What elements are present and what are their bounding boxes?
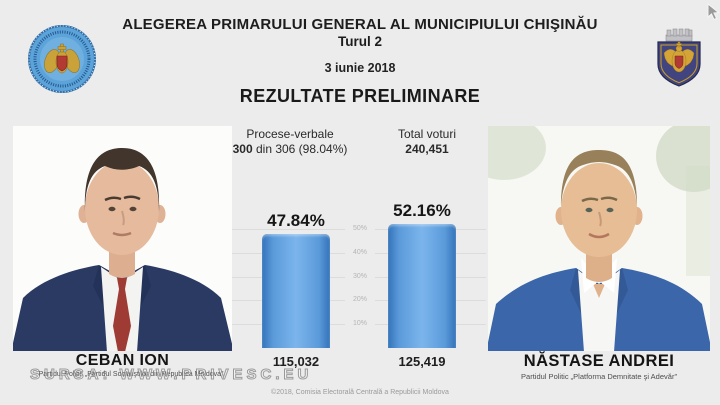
watermark: SURSA: WWW.PRIVESC.EU	[30, 366, 313, 384]
election-date: 3 iunie 2018	[324, 61, 396, 75]
results-bar-chart: 50% 40% 30% 20% 10% 47.84% 52.16% 115,03…	[230, 200, 488, 369]
y-tick-20: 20%	[345, 296, 375, 304]
chisinau-coat-of-arms-icon	[657, 28, 701, 87]
total-votes-number: 240,451	[405, 142, 449, 156]
gridline-30: 30%	[232, 273, 486, 281]
portrait-nastase-icon	[488, 126, 710, 351]
gridline-20: 20%	[232, 296, 486, 304]
candidate-party-nastase: Partidul Politic „Platforma Demnitate şi…	[521, 372, 677, 381]
gridline-40: 40%	[232, 249, 486, 257]
protocols-value: 300 din 306 (98.04%)	[215, 142, 365, 156]
result-bar-ceban	[262, 234, 330, 348]
percent-label-nastase: 52.16%	[393, 201, 451, 220]
cec-seal-icon	[28, 25, 96, 93]
protocols-label: Procese-verbale	[246, 127, 334, 141]
y-tick-40: 40%	[345, 249, 375, 257]
results-title: REZULTATE PRELIMINARE	[239, 86, 481, 106]
copyright-footer: ©2018, Comisia Electorală Centrală a Rep…	[271, 389, 449, 396]
candidate-photo-nastase	[488, 126, 710, 351]
gridline-50: 50%	[232, 225, 486, 233]
candidate-party-ceban: Partidul Politic „Partidul Socialiştilor…	[38, 371, 224, 378]
mouse-cursor-icon	[707, 3, 720, 21]
round-subtitle: Turul 2	[337, 34, 382, 49]
vote-count-nastase: 125,419	[398, 354, 446, 369]
vote-count-ceban: 115,032	[272, 354, 320, 369]
y-tick-10: 10%	[345, 320, 375, 328]
protocols-stat: Procese-verbale 300 din 306 (98.04%)	[215, 127, 365, 156]
bar-column-nastase: 52.16%	[388, 201, 456, 348]
percent-label-ceban: 47.84%	[267, 211, 325, 230]
protocols-count: 300	[232, 142, 253, 156]
page-title: ALEGEREA PRIMARULUI GENERAL AL MUNICIPIU…	[122, 16, 598, 33]
total-votes-value: 240,451	[367, 142, 487, 156]
total-votes-stat: Total voturi 240,451	[367, 127, 487, 156]
candidate-name-ceban: CEBAN ION	[75, 352, 170, 369]
y-tick-30: 30%	[345, 273, 375, 281]
portrait-ceban-icon	[13, 126, 232, 351]
candidate-photo-ceban	[13, 126, 232, 351]
y-tick-50: 50%	[345, 225, 375, 233]
candidate-name-nastase: NĂSTASE ANDREI	[523, 352, 675, 370]
result-bar-nastase	[388, 224, 456, 348]
bar-column-ceban: 47.84%	[262, 211, 330, 348]
gridline-10: 10%	[232, 320, 486, 328]
protocols-total: din 306 (98.04%)	[252, 142, 348, 156]
total-votes-label: Total voturi	[397, 127, 457, 141]
